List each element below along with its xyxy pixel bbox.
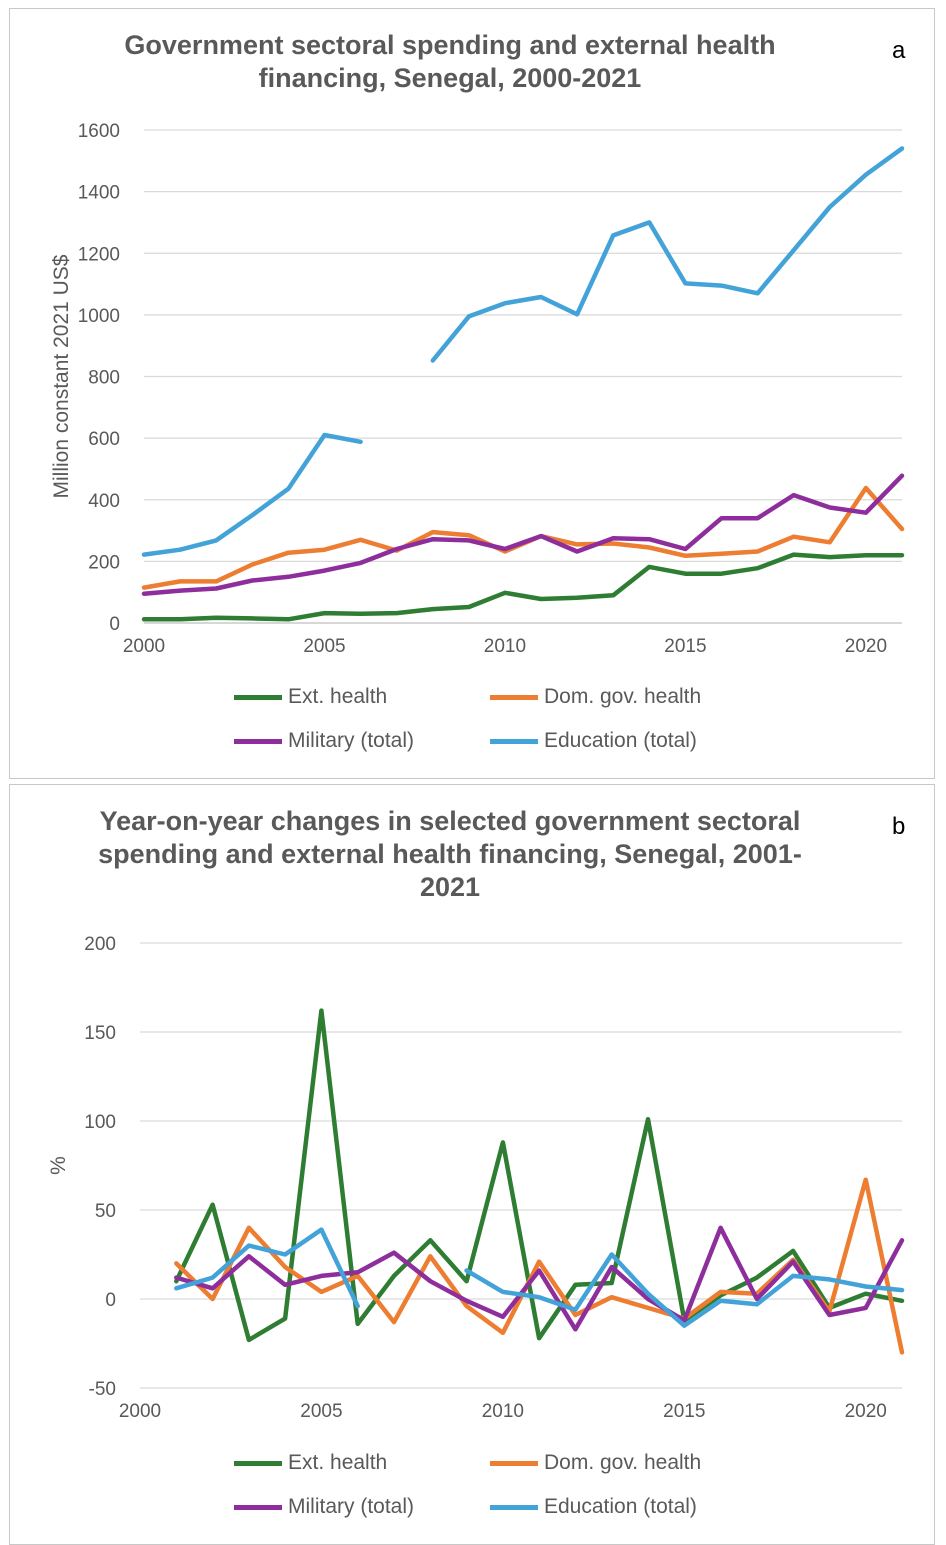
- series-line-education-total: [141, 432, 363, 557]
- legend-item-military: Military (total): [234, 1495, 414, 1519]
- x-tick-label: 2010: [482, 1401, 524, 1422]
- y-tick-label: 800: [88, 368, 120, 389]
- legend-swatch: [490, 1460, 538, 1466]
- chart-panel-b: Year-on-year changes in selected governm…: [9, 784, 935, 1545]
- y-tick-label: 0: [109, 614, 120, 635]
- legend-item-education: Education (total): [490, 729, 697, 753]
- legend-label: Education (total): [544, 1495, 697, 1518]
- legend-swatch: [234, 694, 282, 700]
- chart-title-a: Government sectoral spending and externa…: [124, 30, 776, 93]
- legend-label: Dom. gov. health: [544, 1451, 702, 1474]
- legend-label: Ext. health: [288, 1451, 388, 1474]
- y-tick-label: 600: [88, 429, 120, 450]
- x-tick-label: 2000: [119, 1401, 161, 1422]
- legend-swatch: [490, 738, 538, 744]
- legend-swatch: [234, 1460, 282, 1466]
- legend-label: Dom. gov. health: [544, 685, 702, 708]
- y-axis-label: Million constant 2021 US$: [50, 254, 73, 498]
- series-line-dom-gov-health: [141, 485, 905, 590]
- y-tick-label: -50: [89, 1379, 116, 1400]
- x-tick-label: 2015: [663, 1401, 705, 1422]
- panel-label-b: b: [892, 813, 906, 840]
- x-tick-label: 2015: [664, 636, 706, 657]
- y-tick-label: 100: [84, 1112, 116, 1133]
- x-tick-label: 2005: [300, 1401, 342, 1422]
- y-tick-label: 400: [88, 491, 120, 512]
- y-tick-label: 50: [95, 1201, 116, 1222]
- y-tick-label: 200: [84, 934, 116, 955]
- legend-item-dom-gov-health: Dom. gov. health: [490, 1451, 701, 1475]
- series-line-education-total: [174, 1227, 360, 1309]
- legend-label: Military (total): [288, 729, 415, 752]
- legend-swatch: [490, 694, 538, 700]
- y-axis-label: %: [47, 1156, 70, 1175]
- y-tick-label: 1000: [78, 306, 120, 327]
- chart-panel-a: Government sectoral spending and externa…: [9, 8, 935, 779]
- legend-label: Education (total): [544, 729, 697, 752]
- legend-item-dom-gov-health: Dom. gov. health: [490, 685, 701, 709]
- line-chart-a: 0 200 400 600 800 1000 1200 1400 1600 2000 2005 201…: [50, 121, 905, 657]
- legend-swatch: [234, 1504, 282, 1510]
- chart-title-b: Year-on-year changes in selected governm…: [98, 806, 802, 902]
- series-line-education-total: [464, 1252, 905, 1328]
- y-tick-label: 1600: [78, 121, 120, 142]
- y-tick-label: 0: [105, 1290, 116, 1311]
- series-line-military-total: [174, 1225, 905, 1332]
- legend-item-ext-health: Ext. health: [234, 1451, 387, 1475]
- y-tick-label: 150: [84, 1023, 116, 1044]
- series-line-ext-health: [141, 552, 905, 622]
- series-line-ext-health: [174, 1008, 905, 1343]
- legend-label: Military (total): [288, 1495, 415, 1518]
- legend-swatch: [490, 1504, 538, 1510]
- x-tick-label: 2000: [123, 636, 165, 657]
- panel-label-a: a: [892, 37, 906, 64]
- x-tick-label: 2020: [845, 1401, 887, 1422]
- y-tick-label: 1200: [78, 244, 120, 265]
- series-line-education-total: [430, 146, 905, 363]
- x-tick-label: 2005: [303, 636, 345, 657]
- legend-item-education: Education (total): [490, 1495, 697, 1519]
- series-line-military-total: [141, 473, 905, 596]
- x-tick-label: 2010: [484, 636, 526, 657]
- legend-item-military: Military (total): [234, 729, 414, 753]
- legend-label: Ext. health: [288, 685, 388, 708]
- y-tick-label: 200: [88, 552, 120, 573]
- y-tick-label: 1400: [78, 183, 120, 204]
- line-chart-b: -50 0 50 100 150 200 2000 2005 2010 2015 2020%: [47, 934, 905, 1422]
- legend-item-ext-health: Ext. health: [234, 685, 387, 709]
- legend-swatch: [234, 738, 282, 744]
- x-tick-label: 2020: [845, 636, 887, 657]
